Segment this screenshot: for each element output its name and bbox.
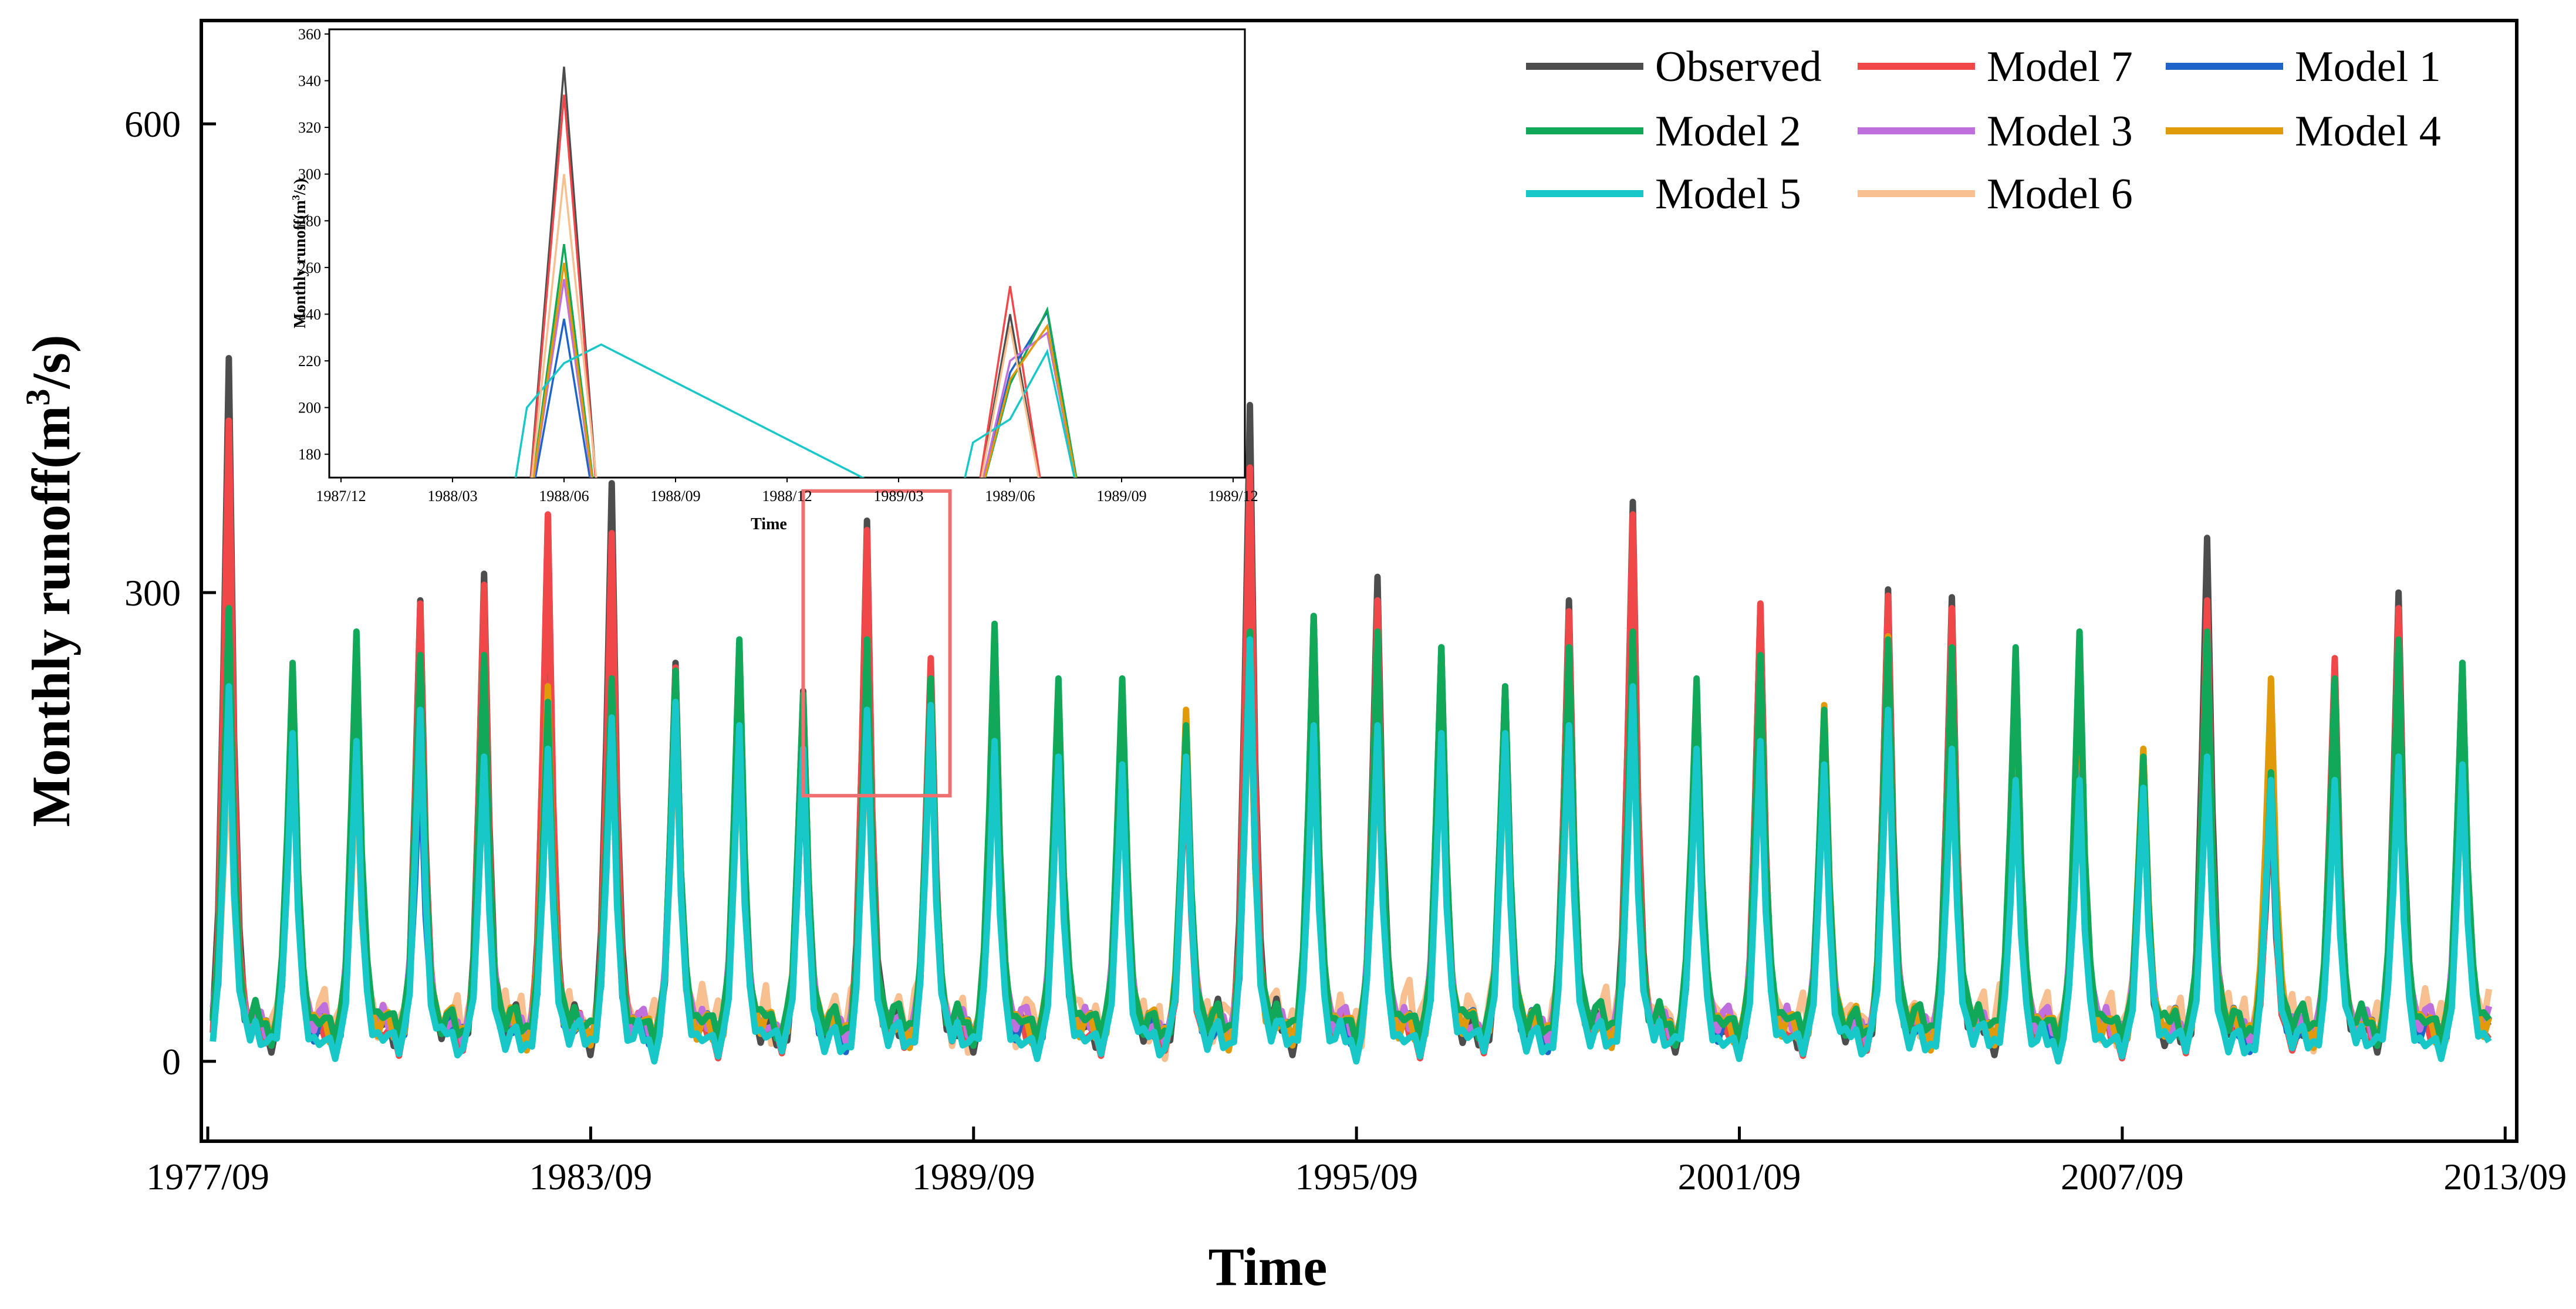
- inset-series-line-model-2: [532, 243, 1078, 478]
- inset-x-tick-label: 1989/06: [985, 488, 1035, 505]
- chart-legend: Observed Model 7 Model 1 Model 2 Model 3 Mode…: [1526, 43, 2441, 218]
- inset-y-axis-title: Monthly runoff(m3/s): [290, 178, 309, 329]
- main-y-tick-label: 600: [124, 103, 181, 145]
- legend-label-model-3: Model 3: [1987, 107, 2133, 155]
- main-x-axis-title: Time: [1208, 1237, 1328, 1297]
- inset-series-line-observed: [529, 66, 1041, 478]
- inset-x-tick-label: 1987/12: [316, 488, 366, 505]
- legend-label-model-1: Model 1: [2295, 43, 2441, 91]
- inset-series-line-model-7: [529, 94, 1041, 478]
- inset-plot-frame: [328, 28, 1246, 479]
- main-y-tick-label: 300: [124, 572, 181, 614]
- inset-series-line-model-6: [531, 174, 1040, 478]
- main-series-group: [210, 355, 2493, 1065]
- inset-y-tick-label: 240: [298, 306, 321, 323]
- inset-y-tick-label: 220: [298, 353, 321, 370]
- inset-x-tick-label: 1989/09: [1096, 488, 1146, 505]
- main-x-tick-label: 1995/09: [1295, 1156, 1418, 1198]
- inset-x-tick-label: 1989/03: [873, 488, 923, 505]
- inset-chart: 1987/12 1988/03 1988/06 1988/09 1988/12 1989/…: [290, 26, 1258, 533]
- inset-series-line-model-3: [532, 279, 1077, 478]
- inset-series-line-model-5: [514, 343, 1076, 478]
- main-y-tick-label: 0: [162, 1041, 181, 1083]
- inset-y-tick-label: 260: [298, 259, 321, 276]
- legend-label-model-7: Model 7: [1987, 43, 2133, 91]
- inset-y-tick-label: 340: [298, 73, 321, 90]
- legend-label-model-4: Model 4: [2295, 107, 2441, 155]
- inset-x-tick-label: 1989/12: [1208, 488, 1258, 505]
- main-axes-group: 1977/09 1983/09 1989/09 1995/09 2001/09 2007/…: [124, 103, 2567, 1198]
- main-y-axis-title: Monthly runoff(m3/s): [19, 334, 81, 827]
- inset-y-tick-label: 200: [298, 400, 321, 417]
- main-series-line-model-5: [210, 636, 2492, 1065]
- inset-series-line-model-4: [532, 262, 1077, 478]
- legend-label-model-5: Model 5: [1655, 170, 1801, 218]
- main-x-tick-label: 1983/09: [529, 1156, 652, 1198]
- main-x-tick-label: 2013/09: [2443, 1156, 2567, 1198]
- inset-x-tick-label: 1988/09: [650, 488, 700, 505]
- inset-series-group: [514, 66, 1078, 478]
- inset-y-tick-label: 320: [298, 119, 321, 136]
- inset-x-tick-label: 1988/03: [427, 488, 477, 505]
- main-series-line-model-2: [210, 605, 2492, 1049]
- zoom-highlight-box: [801, 489, 952, 798]
- inset-y-tick-label: 360: [298, 26, 321, 43]
- inset-y-tick-label: 180: [298, 446, 321, 463]
- main-x-tick-label: 1989/09: [912, 1156, 1035, 1198]
- inset-x-tick-label: 1988/12: [762, 488, 812, 505]
- inset-y-tick-label: 280: [298, 212, 321, 229]
- main-x-tick-label: 2001/09: [1678, 1156, 1801, 1198]
- main-x-tick-label: 1977/09: [146, 1156, 269, 1198]
- inset-y-tick-label: 300: [298, 166, 321, 183]
- legend-label-observed: Observed: [1655, 43, 1822, 91]
- main-x-tick-label: 2007/09: [2061, 1156, 2184, 1198]
- inset-x-axis-title: Time: [751, 515, 787, 533]
- legend-label-model-6: Model 6: [1987, 170, 2133, 218]
- legend-label-model-2: Model 2: [1655, 107, 1801, 155]
- inset-x-tick-label: 1988/06: [539, 488, 589, 505]
- inset-axes-group: 1987/12 1988/03 1988/06 1988/09 1988/12 1989/…: [298, 26, 1258, 505]
